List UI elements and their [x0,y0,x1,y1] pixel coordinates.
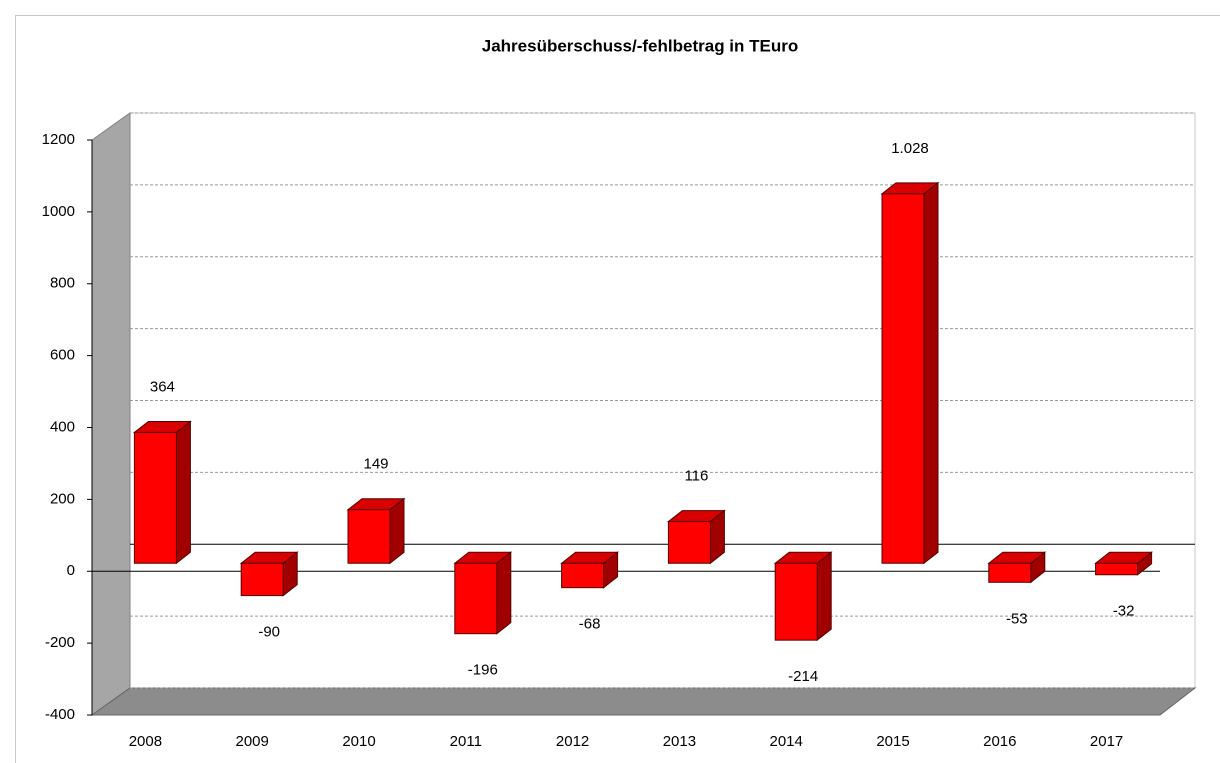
data-label: -68 [579,616,601,633]
data-label: 364 [150,378,175,395]
data-label: -32 [1113,603,1135,620]
x-tick-label: 2011 [450,733,482,750]
bar-side [923,181,939,565]
bar [133,431,177,564]
bar-side [496,551,512,635]
y-tick-label: -200 [45,634,75,651]
bar [667,521,711,564]
data-label: -214 [788,668,818,685]
data-label: -196 [468,662,498,679]
x-tick-label: 2014 [770,733,803,750]
chart-title: Jahresüberschuss/-fehlbetrag in TEuro [482,36,798,55]
x-tick-label: 2016 [983,733,1016,750]
data-label: 116 [684,468,708,485]
bar [240,562,284,597]
y-tick-label: 0 [67,562,75,579]
x-tick-label: 2015 [876,733,909,750]
y-tick-label: -400 [45,706,75,723]
x-tick-label: 2008 [129,733,162,750]
data-label: 1.028 [891,140,929,157]
y-tick-label: 400 [50,418,75,435]
x-tick-label: 2009 [236,733,269,750]
bar [561,562,605,589]
data-label: 149 [363,456,388,473]
x-tick-label: 2017 [1090,733,1123,750]
bar [774,562,818,641]
data-label: -90 [258,624,280,641]
bar [988,562,1032,583]
side-wall [91,112,131,716]
bar [1095,562,1139,576]
y-tick-label: 1000 [42,203,75,220]
x-tick-label: 2010 [342,733,375,750]
bar [454,562,498,635]
y-tick-label: 800 [50,275,75,292]
bar [347,509,391,564]
data-label: -53 [1006,610,1028,627]
x-tick-label: 2013 [663,733,696,750]
bar-side [816,551,832,642]
x-tick-label: 2012 [556,733,589,750]
y-tick-label: 200 [50,490,75,507]
floor [90,687,1197,716]
y-tick-label: 1200 [42,131,75,148]
bar-side [175,420,191,565]
bar [881,193,925,564]
y-tick-label: 600 [50,347,75,364]
